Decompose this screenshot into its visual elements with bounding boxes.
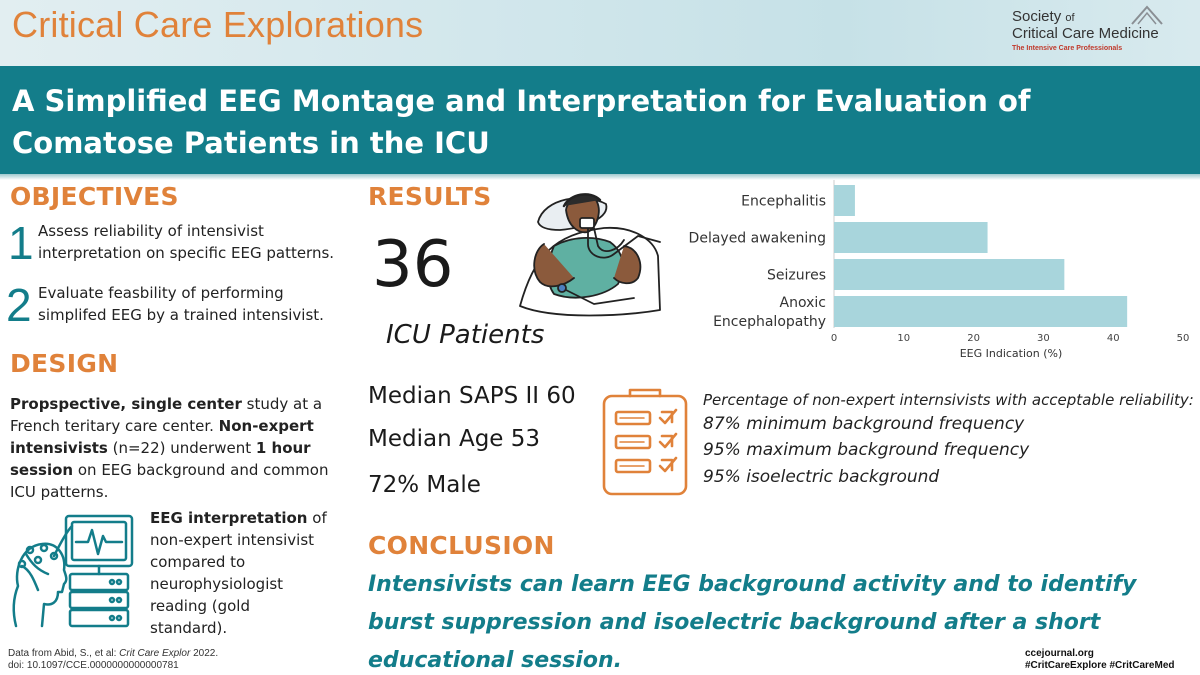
footer-site[interactable]: ccejournal.org (1025, 648, 1094, 659)
chart-category-label: Anoxic Encephalopathy (713, 295, 826, 330)
page-title: A Simplified EEG Montage and Interpretat… (12, 84, 1031, 160)
title-band: A Simplified EEG Montage and Interpretat… (0, 66, 1200, 174)
chart-x-axis-label: EEG Indication (%) (960, 347, 1063, 360)
chart-tick-label: 20 (967, 333, 980, 344)
sccm-society: Society (1012, 8, 1062, 25)
chart-tick-label: 0 (831, 333, 837, 344)
reliability-item-1: 87% minimum background frequency (703, 414, 1025, 434)
sccm-logo-icon (1131, 5, 1163, 25)
sccm-tagline: The Intensive Care Professionals (1012, 45, 1123, 52)
citation-year: 2022. (190, 648, 219, 659)
chart-tick-label: 50 (1177, 333, 1190, 344)
stat-saps: Median SAPS II 60 (368, 383, 576, 409)
chart-tick-labels: 0 10 20 30 40 50 (831, 333, 1190, 344)
sccm-line2: Critical Care Medicine (1012, 25, 1159, 42)
design-bold-1: Propspective, single center (10, 395, 242, 413)
journal-name: Critical Care Explorations (12, 4, 424, 45)
results-heading: RESULTS (368, 182, 492, 211)
chart-category-labels: Encephalitis Delayed awakening Seizures Ano… (689, 194, 826, 331)
chart-tick-label: 40 (1107, 333, 1120, 344)
eeg-monitor-icon (12, 514, 134, 628)
ventilated-patient-icon (519, 193, 661, 317)
objective-text-1: Assess reliability of intensivist interp… (38, 222, 335, 262)
chart-bar (834, 185, 855, 216)
stat-age: Median Age 53 (368, 426, 541, 452)
chart-category-label: Seizures (767, 268, 826, 284)
design-text-1: study at a French teritary care center. (10, 395, 323, 435)
sccm-of: of (1065, 12, 1075, 24)
chart-category-label: Encephalitis (741, 194, 826, 210)
reliability-item-2: 95% maximum background frequency (703, 440, 1030, 460)
eeg-indication-chart: Encephalitis Delayed awakening Seizures Ano… (689, 180, 1190, 360)
patients-label: ICU Patients (386, 320, 545, 350)
design-text-3: on EEG background and common ICU pattern… (10, 461, 329, 501)
title-band-shadow (0, 174, 1200, 180)
design-bold-3: 1 hour session (10, 439, 311, 479)
chart-bar (834, 296, 1128, 327)
objectives-heading: OBJECTIVES (10, 182, 179, 211)
footer-hashtags: #CritCareExplore #CritCareMed (1025, 660, 1175, 671)
citation-doi: doi: 10.1097/CCE.0000000000000781 (8, 660, 179, 671)
conclusion-heading: CONCLUSION (368, 531, 555, 560)
design-text-4: of non-expert intensivist compared to ne… (150, 509, 327, 637)
sccm-logo: Society of Critical Care Medicine The In… (1012, 4, 1192, 60)
conclusion-text: Intensivists can learn EEG background ac… (368, 572, 1137, 673)
reliability-intro: Percentage of non-expert internsivists w… (703, 391, 1194, 409)
design-bold-4: EEG interpretation (150, 509, 308, 527)
citation-journal: Crit Care Explor (119, 648, 191, 659)
design-text-2: (n=22) underwent (107, 439, 256, 457)
objective-text-2: Evaluate feasbility of performing simpli… (38, 284, 324, 324)
objective-number-1: 1 (8, 217, 34, 269)
citation-line: Data from Abid, S., et al: Crit Care Exp… (8, 648, 218, 660)
citation: Data from Abid, S., et al: Crit Care Exp… (8, 648, 218, 672)
chart-tick-label: 10 (897, 333, 910, 344)
patients-count: 36 (372, 228, 454, 302)
objective-number-2: 2 (6, 279, 32, 331)
stat-male: 72% Male (368, 472, 481, 498)
sccm-line1: Society of (1012, 8, 1075, 25)
chart-bar (834, 259, 1065, 290)
footer-links: ccejournal.org #CritCareExplore #CritCar… (1025, 648, 1175, 672)
design-paragraph-2: EEG interpretation of non-expert intensi… (150, 507, 330, 639)
citation-prefix: Data from Abid, S., et al: (8, 648, 120, 659)
chart-bar (834, 222, 988, 253)
chart-tick-label: 30 (1037, 333, 1050, 344)
design-heading: DESIGN (10, 349, 119, 378)
top-banner: Critical Care Explorations Society of Cr… (0, 0, 1200, 66)
design-paragraph: Propspective, single center study at a F… (10, 393, 340, 503)
reliability-item-3: 95% isoelectric background (703, 467, 940, 487)
checklist-icon (602, 388, 688, 496)
design-bold-2: Non-expert intensivists (10, 417, 314, 457)
chart-bars (834, 185, 1128, 327)
chart-category-label: Delayed awakening (689, 231, 826, 247)
